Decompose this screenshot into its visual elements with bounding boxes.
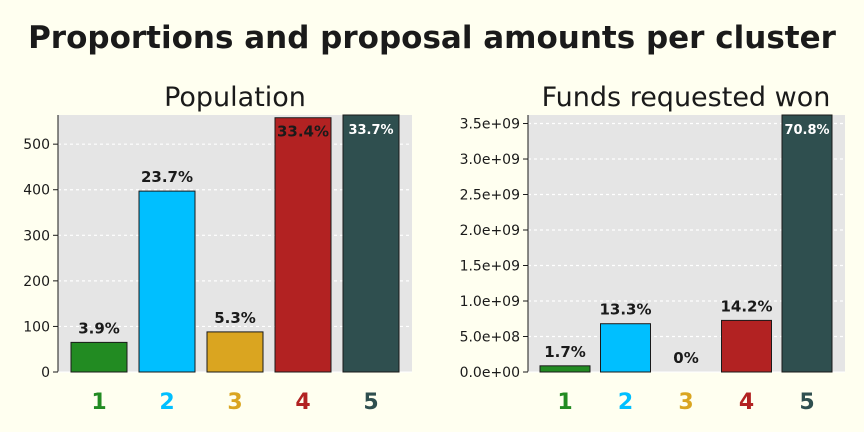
population-bar-3	[206, 331, 264, 373]
funds-category-label-4: 4	[739, 390, 754, 415]
funds-y-tick-label: 2.0e+09	[460, 223, 520, 239]
population-y-tick-label: 500	[23, 137, 50, 153]
funds-bar-1	[539, 365, 591, 373]
population-category-label-2: 2	[159, 390, 174, 415]
funds-y-tick-label: 0.0e+00	[460, 365, 520, 381]
population-category-label-5: 5	[363, 390, 378, 415]
population-chart: Population 0 100 200 300 400 500 3.9% 1 23.7% 2 5.…	[23, 82, 412, 415]
funds-category-label-2: 2	[618, 390, 633, 415]
funds-y-tick-label: 2.5e+09	[460, 188, 520, 204]
funds-category-label-3: 3	[678, 390, 693, 415]
population-data-label-2: 23.7%	[141, 168, 193, 186]
population-y-tick-label: 400	[23, 183, 50, 199]
population-data-label-3: 5.3%	[214, 309, 256, 327]
population-category-label-4: 4	[295, 390, 310, 415]
population-category-label-1: 1	[91, 390, 106, 415]
funds-y-tick-label: 3.5e+09	[460, 117, 520, 133]
population-y-tick-label: 100	[23, 319, 50, 335]
population-chart-title: Population	[164, 82, 306, 113]
funds-y-tick-label: 1.5e+09	[460, 259, 520, 275]
population-data-label-4: 33.4%	[277, 123, 329, 141]
population-bar-5	[342, 114, 400, 373]
population-category-label-3: 3	[227, 390, 242, 415]
population-bar-2	[138, 190, 196, 373]
population-y-tick-label: 200	[23, 274, 50, 290]
funds-chart-title: Funds requested won	[542, 82, 831, 113]
population-y-tick-label: 300	[23, 228, 50, 244]
funds-data-label-1: 1.7%	[544, 343, 586, 361]
funds-data-label-4: 14.2%	[720, 297, 772, 315]
population-data-label-5: 33.7%	[348, 123, 393, 138]
funds-y-tick-label: 1.0e+09	[460, 294, 520, 310]
funds-data-label-3: 0%	[673, 349, 698, 367]
funds-y-tick-label: 3.0e+09	[460, 152, 520, 168]
funds-bar-4	[721, 319, 772, 373]
funds-data-label-2: 13.3%	[599, 301, 651, 319]
funds-y-tick-label: 5.0e+08	[460, 330, 520, 346]
population-y-tick-label: 0	[41, 365, 50, 381]
funds-bar-5	[781, 114, 833, 373]
figure-title: Proportions and proposal amounts per clu…	[28, 20, 837, 56]
funds-data-label-5: 70.8%	[784, 123, 829, 138]
population-bar-4	[274, 117, 332, 373]
funds-chart: Funds requested won 0.0e+00 5.0e+08 1.0e+0…	[460, 82, 845, 415]
population-bar-1	[70, 341, 128, 373]
funds-category-label-5: 5	[799, 390, 814, 415]
population-data-label-1: 3.9%	[78, 319, 120, 337]
funds-bar-2	[600, 323, 651, 373]
funds-category-label-1: 1	[557, 390, 572, 415]
